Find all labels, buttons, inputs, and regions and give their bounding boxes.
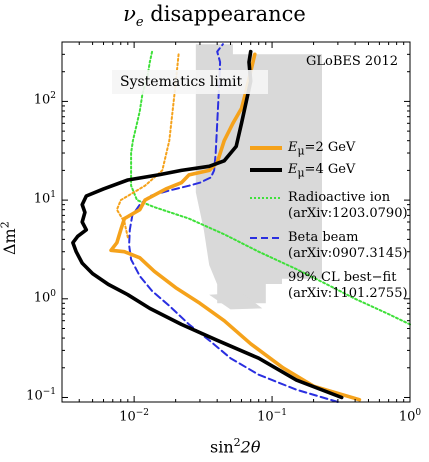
y-tick-exp: −1 [42,387,56,398]
series-line-0 [109,52,362,402]
y-tick-exp: 1 [50,190,56,201]
legend-label-beta-2: (arXiv:0907.3145) [288,246,408,261]
legend-label-beta-1: Beta beam [288,230,359,245]
legend-label-bestfit-2: (arXiv:1101.2755) [288,286,408,301]
legend-label-e4: Eμ=4 GeV [288,162,355,182]
legend-label-radioactive-2: (arXiv:1203.0790) [288,206,408,221]
ylabel-prefix: Δm [0,228,20,256]
title-nu: ν [123,2,136,26]
series-line-2 [71,49,344,400]
x-tick-exp: 0 [415,408,422,418]
x-tick-exp: −2 [135,408,150,418]
legend-rect-bestfit [250,272,282,284]
y-axis-label: Δm2 [0,221,19,255]
bestfit-region-island [209,292,263,310]
legend-e4-rest: =4 GeV [304,162,356,177]
y-tick-label: 102 [20,91,56,107]
ylabel-sup: 2 [0,221,12,229]
y-tick-base: 10 [33,290,51,306]
x-tick-label: 100 [399,408,421,424]
legend-label-e2: Eμ=2 GeV [288,140,355,160]
x-tick-base: 10 [257,409,274,425]
systematics-limit-annotation: Systematics limit [112,70,268,94]
legend-label-radioactive-1: Radioactive ion [288,190,391,205]
series-line-1 [115,53,180,239]
x-tick-base: 10 [119,409,136,425]
chart-title: νe disappearance [0,2,429,30]
x-tick-base: 10 [398,409,416,425]
y-tick-base: 10 [33,92,51,108]
title-sub: e [135,15,144,31]
legend-swatch-e2 [250,146,282,150]
y-tick-exp: 2 [50,91,56,102]
legend-label-bestfit-1: 99% CL best−fit [288,270,397,285]
y-tick-exp: 0 [50,288,56,299]
x-tick-exp: −1 [273,408,287,418]
legend-swatch-e4 [250,168,282,172]
x-tick-label: 10−1 [257,408,287,424]
globes-annotation: GLoBES 2012 [306,54,399,69]
legend-swatch-beta [250,237,282,239]
x-axis-label: sin22θ [210,436,260,456]
legend-e4-sub: μ [297,166,305,180]
xlabel-sup: 2 [233,436,241,449]
bestfit-region [195,44,322,304]
y-tick-label: 100 [20,289,56,305]
xlabel-suffix: 2θ [240,437,261,457]
legend-e2-sub: μ [297,144,305,158]
legend-e2-rest: =2 GeV [304,140,356,155]
y-tick-label: 101 [20,190,56,206]
x-tick-label: 10−2 [119,408,149,424]
y-tick-base: 10 [26,388,43,404]
xlabel-prefix: sin [210,437,234,457]
y-tick-base: 10 [33,191,51,207]
y-tick-label: 10−1 [20,387,56,403]
title-suffix: disappearance [143,2,306,26]
legend-swatch-bestfit [250,272,282,284]
legend-e2-e: E [288,140,298,155]
legend-swatch-radioactive [250,197,282,199]
legend-e4-e: E [288,162,298,177]
